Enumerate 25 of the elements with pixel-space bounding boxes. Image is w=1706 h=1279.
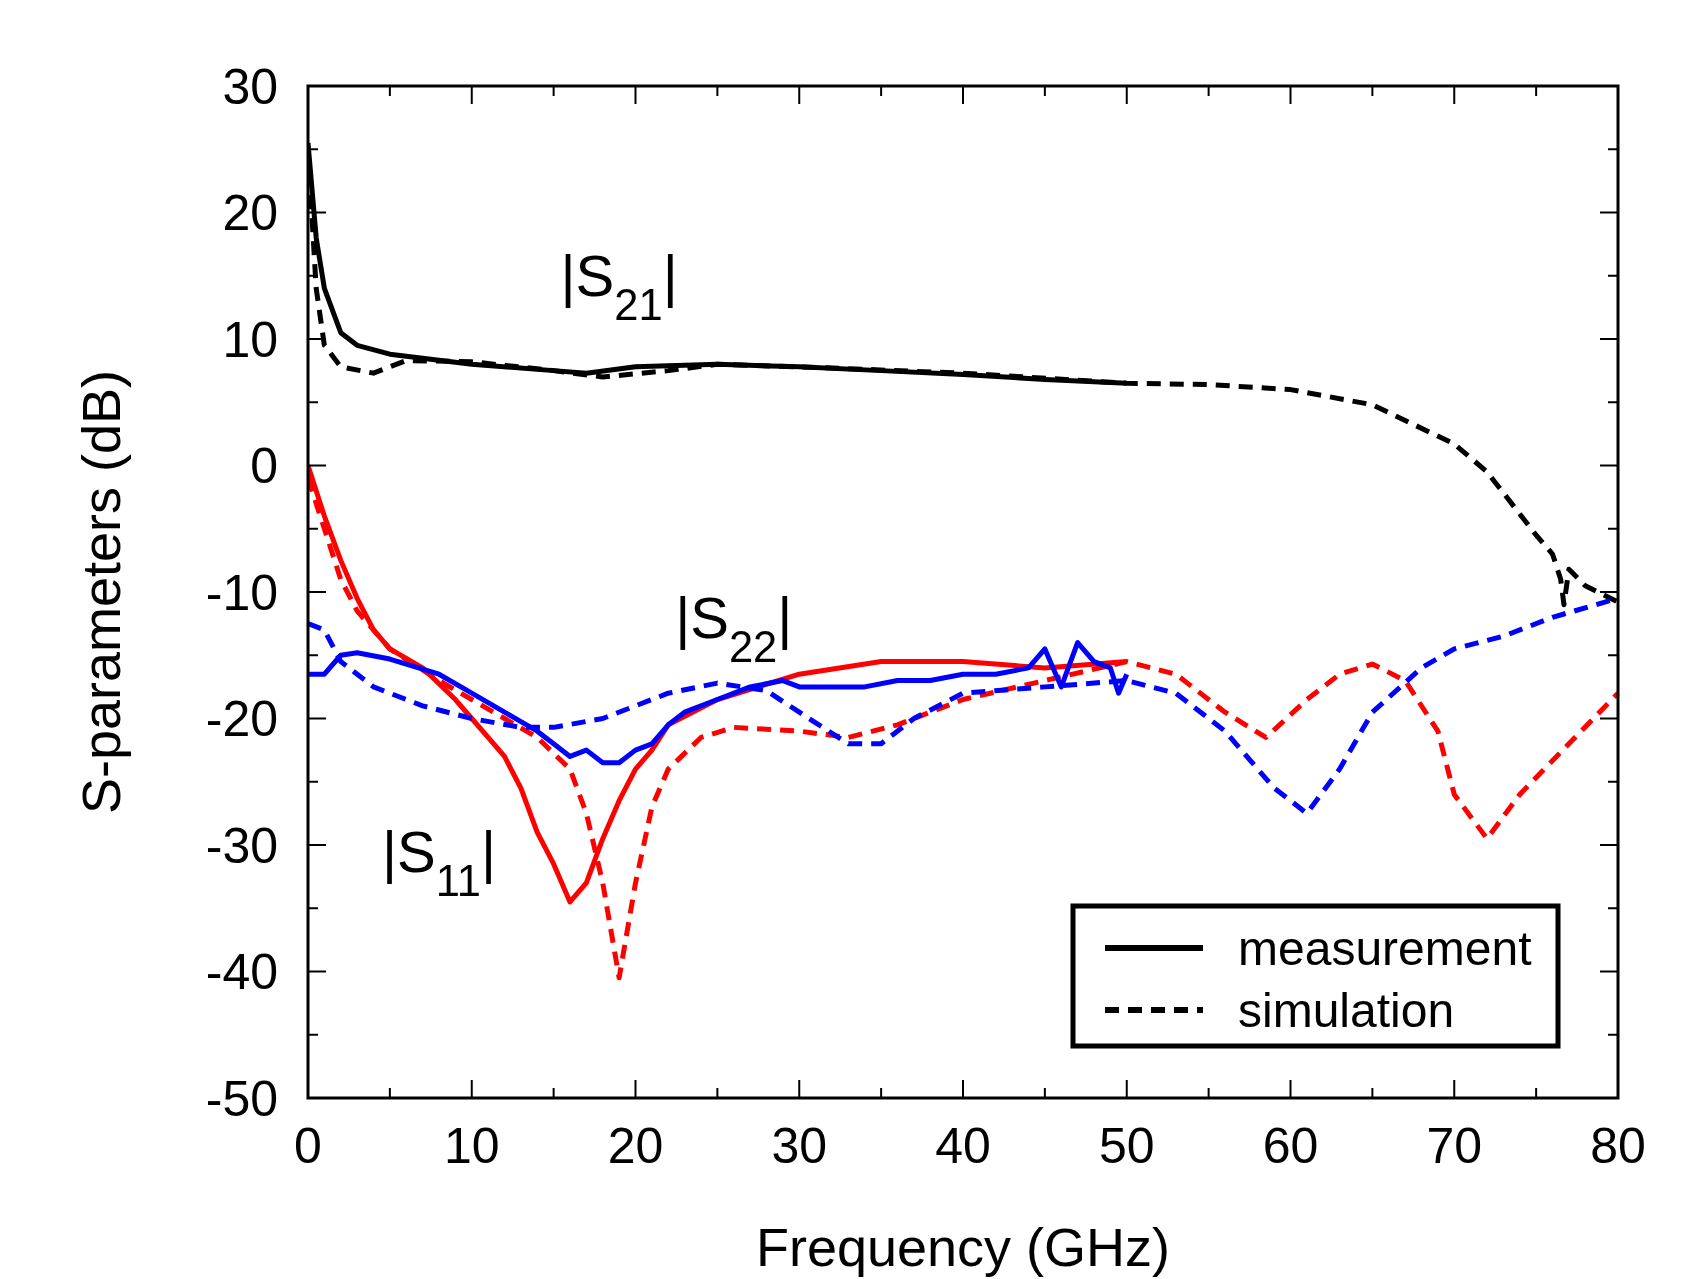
x-tick-label: 10 bbox=[443, 1118, 500, 1174]
x-axis-title: Frequency (GHz) bbox=[755, 1217, 1171, 1277]
annotation: |S$_{21}$| bbox=[560, 243, 678, 330]
y-tick-label: 0 bbox=[250, 438, 278, 494]
y-tick-label: -30 bbox=[205, 817, 278, 874]
y-tick-label: -10 bbox=[205, 564, 278, 621]
legend-label: simulation bbox=[1238, 983, 1455, 1037]
x-tick-label: 80 bbox=[1590, 1118, 1646, 1174]
y-tick-label: -50 bbox=[205, 1070, 278, 1127]
x-tick-label: 50 bbox=[1098, 1118, 1155, 1174]
y-tick-label: 30 bbox=[222, 58, 278, 115]
y-tick-label: 10 bbox=[222, 311, 278, 368]
y-tick-label: -20 bbox=[205, 691, 278, 747]
legend-label: measurement bbox=[1238, 921, 1532, 975]
x-tick-label: 20 bbox=[607, 1118, 664, 1174]
x-tick-label: 60 bbox=[1262, 1118, 1319, 1174]
annotation: |S$_{22}$| bbox=[675, 584, 793, 671]
x-tick-label: 70 bbox=[1426, 1118, 1483, 1174]
y-axis-title: S-parameters (dB) bbox=[71, 369, 131, 815]
annotation: |S$_{11}$| bbox=[381, 818, 497, 905]
x-tick-label: 0 bbox=[294, 1118, 322, 1174]
x-tick-label: 40 bbox=[935, 1118, 991, 1174]
y-tick-label: 20 bbox=[222, 185, 278, 241]
x-tick-label: 30 bbox=[771, 1118, 828, 1174]
y-tick-label: -40 bbox=[205, 944, 278, 1000]
